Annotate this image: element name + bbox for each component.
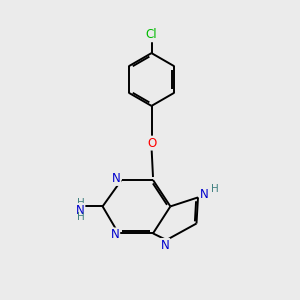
Text: H: H [211,184,219,194]
Text: Cl: Cl [146,28,157,41]
Text: H: H [76,212,84,222]
Text: N: N [160,239,169,252]
Text: H: H [76,198,84,208]
Text: N: N [112,172,121,185]
Text: N: N [76,203,85,217]
Text: O: O [147,136,156,150]
Text: N: N [200,188,209,201]
Text: N: N [110,228,119,242]
